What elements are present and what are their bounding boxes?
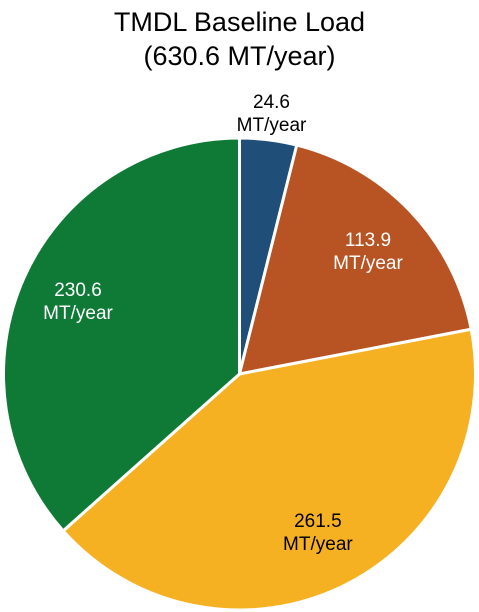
- pie-slice: [2, 136, 241, 533]
- chart-title: TMDL Baseline Load: [113, 7, 366, 37]
- data-label: 230.6 MT/year: [43, 279, 113, 324]
- chart-subtitle: (630.6 MT/year): [143, 41, 336, 71]
- pie-slice: [238, 143, 473, 376]
- pie-slice: [61, 327, 477, 612]
- data-label: 113.9 MT/year: [333, 230, 403, 275]
- data-label: 261.5 MT/year: [283, 510, 353, 555]
- data-label: 24.6 MT/year: [236, 92, 307, 136]
